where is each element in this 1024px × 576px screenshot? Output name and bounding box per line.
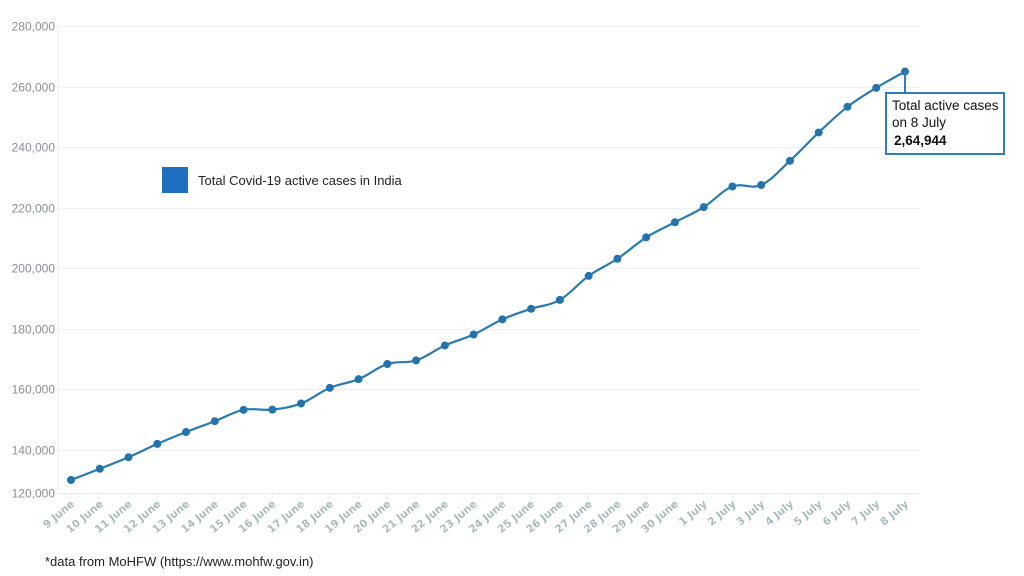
data-point [67, 476, 75, 485]
y-tick-label: 180,000 [12, 323, 56, 337]
x-tick-label: 7 July [849, 498, 882, 528]
data-point [124, 453, 133, 462]
data-point [814, 128, 823, 137]
y-tick-label: 140,000 [12, 444, 56, 458]
annotation-callout: Total active cases on 8 July 2,64,944 [885, 92, 1005, 155]
x-tick-label: 2 July [706, 498, 739, 528]
y-tick-label: 240,000 [12, 141, 56, 155]
source-footnote: *data from MoHFW (https://www.mohfw.gov.… [45, 554, 314, 569]
data-point [239, 405, 248, 414]
legend: Total Covid-19 active cases in India [162, 167, 402, 193]
data-point [555, 295, 564, 304]
data-point [584, 271, 593, 280]
y-tick-label: 220,000 [12, 202, 56, 216]
data-point [843, 102, 852, 111]
y-tick-label: 120,000 [12, 487, 56, 501]
y-tick-label: 160,000 [12, 383, 56, 397]
legend-label: Total Covid-19 active cases in India [198, 172, 402, 188]
data-point [670, 218, 679, 227]
data-point [498, 315, 507, 324]
series-line [70, 70, 906, 482]
data-point [297, 399, 306, 408]
data-point [728, 182, 737, 191]
data-point [469, 330, 478, 339]
data-point [872, 83, 881, 92]
data-point [642, 233, 651, 242]
data-point [354, 375, 363, 384]
data-point [383, 359, 392, 368]
data-point [785, 156, 794, 165]
x-tick-label: 3 July [734, 498, 767, 528]
y-tick-label: 260,000 [12, 81, 56, 95]
data-point [699, 203, 708, 212]
data-point [757, 180, 766, 189]
x-tick-label: 5 July [792, 498, 825, 528]
y-axis: 120,000 140,000 160,000 180,000 200,000 220,0… [12, 20, 56, 501]
x-tick-label: 6 July [821, 498, 854, 528]
data-point [412, 356, 421, 365]
callout-date: on 8 July [892, 115, 947, 130]
data-point [210, 417, 219, 426]
x-tick-label: 1 July [677, 498, 710, 528]
callout-title: Total active cases [892, 98, 999, 113]
data-point [527, 304, 536, 313]
data-point [440, 341, 449, 350]
legend-swatch [162, 167, 188, 193]
data-point [182, 428, 191, 437]
x-tick-label: 8 July [878, 498, 911, 528]
y-tick-label: 200,000 [12, 262, 56, 276]
data-point [268, 405, 277, 414]
data-point [325, 383, 334, 392]
callout-value: 2,64,944 [894, 133, 947, 148]
data-point [613, 254, 622, 263]
x-tick-label: 4 July [763, 498, 796, 528]
gridlines [57, 25, 920, 494]
series-active-cases [67, 67, 909, 485]
y-tick-label: 280,000 [12, 20, 56, 34]
data-point [153, 439, 162, 448]
data-point [95, 464, 104, 473]
